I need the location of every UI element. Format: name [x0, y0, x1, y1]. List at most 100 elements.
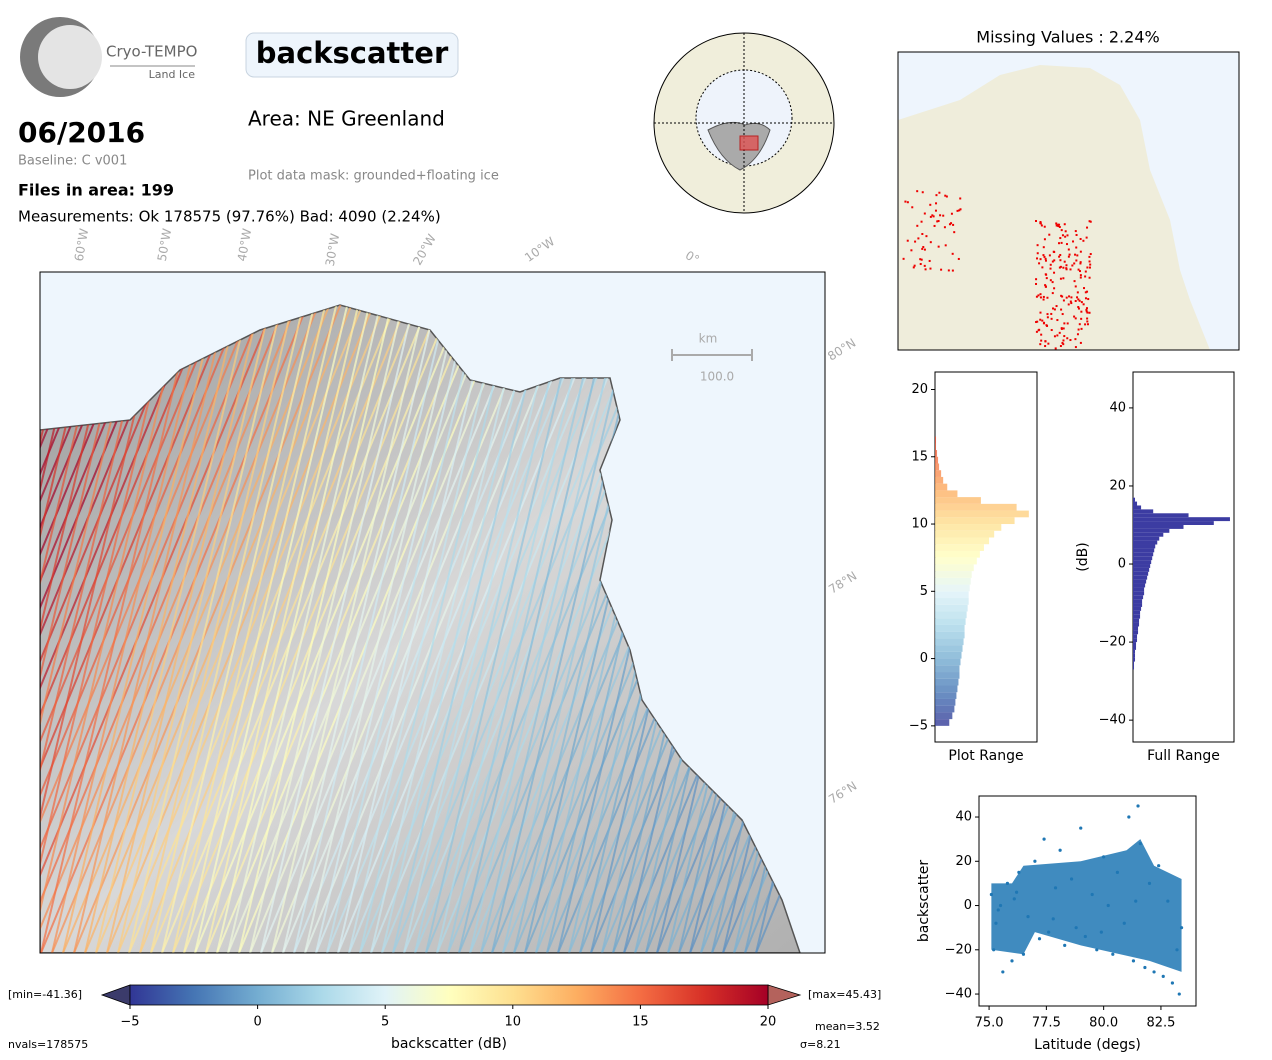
missing-dot — [1088, 220, 1091, 223]
missing-dot — [924, 268, 927, 271]
scatter-point — [1069, 877, 1074, 881]
track — [0, 272, 2, 953]
missing-dot — [1065, 267, 1068, 270]
track — [447, 305, 609, 953]
track — [40, 305, 47, 953]
missing-dot — [1065, 296, 1068, 299]
missing-dot — [1074, 346, 1077, 349]
missing-dot — [1087, 298, 1090, 301]
missing-dot — [911, 206, 914, 209]
missing-dot — [1061, 234, 1064, 237]
missing-dot — [1050, 329, 1053, 332]
missing-dot — [1082, 239, 1085, 242]
missing-dot — [1058, 255, 1061, 258]
missing-dot — [935, 194, 938, 197]
missing-dot — [933, 224, 936, 227]
missing-dot — [923, 212, 926, 215]
missing-dot — [923, 264, 926, 267]
missing-dot — [1039, 311, 1042, 314]
track — [161, 305, 323, 953]
missing-dot — [1067, 303, 1070, 306]
missing-dot — [1080, 317, 1083, 320]
missing-dot — [1044, 259, 1047, 262]
x-tick-label: 77.5 — [1032, 1016, 1061, 1031]
hist-bar — [1133, 657, 1136, 662]
scatter-point — [1090, 892, 1094, 897]
scatter-point — [1175, 948, 1179, 952]
missing-dot — [921, 247, 924, 250]
hist-bar — [1133, 501, 1138, 506]
missing-dot — [1074, 253, 1077, 256]
hist-bar — [935, 577, 971, 585]
missing-dot — [1078, 299, 1081, 302]
missing-dot — [1043, 225, 1046, 228]
mask: Plot data mask: grounded+floating ice — [248, 169, 499, 184]
missing-dot — [937, 245, 940, 248]
missing-dot — [1086, 320, 1089, 323]
logo-title: Cryo-TEMPO — [106, 43, 197, 61]
globe — [653, 32, 835, 214]
missing-dot — [1059, 254, 1062, 257]
missing-dot — [1055, 222, 1058, 225]
missing-dot — [1058, 226, 1061, 229]
track — [436, 305, 598, 953]
hist-bar — [935, 510, 1029, 518]
missing-dot — [1077, 307, 1080, 310]
missing-dot — [1063, 260, 1066, 263]
missing-dot — [959, 197, 962, 200]
hist-bar — [1133, 606, 1142, 611]
missing-dot — [1086, 226, 1089, 229]
missing-dot — [1084, 323, 1087, 326]
missing-dot — [934, 209, 937, 212]
colorbar — [129, 984, 769, 1006]
missing-dot — [1059, 265, 1062, 268]
missing-dot — [1042, 254, 1045, 257]
missing-dot — [929, 241, 932, 244]
missing-dot — [937, 220, 940, 223]
missing-dot — [936, 220, 939, 223]
missing-dot — [916, 224, 919, 227]
missing-dot — [1050, 312, 1053, 315]
missing-dot — [932, 215, 935, 218]
missing-dot — [1066, 322, 1069, 325]
logo-subtitle: Land Ice — [149, 68, 196, 81]
scale-value: 100.0 — [700, 370, 734, 384]
hist-bar — [1133, 665, 1135, 670]
missing-dot — [1074, 317, 1077, 320]
hist-bar — [1133, 560, 1152, 565]
y-axis-label: (dB) — [1075, 542, 1091, 571]
missing-dot — [944, 244, 947, 247]
missing-dot — [1089, 220, 1092, 223]
hist-bar — [935, 456, 939, 464]
missing-dot — [1046, 313, 1049, 316]
hist-bar — [935, 638, 964, 646]
scatter-point — [1111, 952, 1115, 956]
y-tick-label: 20 — [1109, 478, 1126, 493]
hist-bar — [1133, 540, 1158, 545]
missing-dot — [1062, 343, 1065, 346]
hist-bar — [935, 604, 968, 612]
missing-dot — [1085, 307, 1088, 310]
hist-bar — [935, 497, 981, 504]
y-tick-label: 40 — [1109, 400, 1126, 415]
hist-bar — [1133, 497, 1136, 502]
baseline: Baseline: C v001 — [18, 154, 127, 169]
missing-dot — [1050, 317, 1053, 320]
hist-bar — [935, 598, 969, 605]
missing-dot — [1040, 333, 1043, 336]
date: 06/2016 — [18, 116, 145, 149]
missing-dot — [914, 240, 917, 243]
hist-bar — [1133, 626, 1139, 631]
missing-dot — [1086, 266, 1089, 269]
missing-dot — [1035, 321, 1038, 324]
scatter-point — [1095, 948, 1099, 952]
missing-dot — [1035, 330, 1038, 333]
hist-bar — [935, 476, 944, 484]
hist-bar — [1133, 618, 1140, 623]
missing-dot — [906, 239, 909, 242]
missing-dot — [1086, 317, 1089, 320]
missing-dot — [1035, 295, 1038, 298]
track — [139, 305, 301, 953]
lon-label: 60°W — [72, 227, 92, 262]
